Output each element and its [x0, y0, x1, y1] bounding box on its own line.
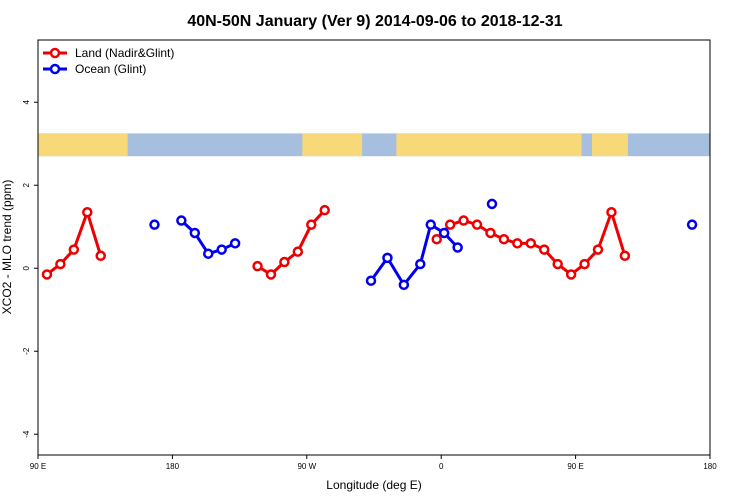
series-ocean-point: [486, 198, 498, 210]
x-tick-label: 90 W: [297, 462, 316, 471]
map-land-0: [38, 133, 128, 157]
x-tick-label: 90 E: [30, 462, 46, 471]
map-land-3: [592, 133, 628, 157]
y-axis: 4 2 0 -2 -4: [22, 99, 38, 438]
series-land-point: [95, 250, 106, 262]
legend: Land (Nadir&Glint) Ocean (Glint): [43, 46, 174, 76]
series-land-point: [82, 206, 93, 218]
series-land-point: [606, 206, 617, 218]
series-ocean-point: [189, 227, 201, 239]
y-tick-label: -4: [22, 430, 31, 438]
series-land-point: [485, 227, 496, 239]
series-land-point: [579, 258, 590, 270]
series-land-point: [265, 269, 277, 280]
x-tick-label: 180: [703, 462, 717, 471]
y-tick-label: 4: [22, 99, 31, 104]
series-ocean-point: [415, 258, 426, 270]
x-axis: 90 E 180 90 W 0 90 E 180: [30, 455, 717, 471]
series-land-line: [46, 210, 103, 276]
chart-title: 40N-50N January (Ver 9) 2014-09-06 to 20…: [187, 13, 562, 30]
series-land-point: [431, 233, 442, 245]
series-land-point: [552, 258, 563, 270]
x-axis-label: Longitude (deg E): [326, 478, 421, 492]
x-tick-label: 180: [166, 462, 180, 471]
series-ocean-point: [216, 244, 227, 255]
x-tick-label: 90 E: [567, 462, 583, 471]
series-layer: [41, 198, 698, 291]
series-land-point: [619, 250, 631, 262]
series-ocean-point: [452, 242, 463, 253]
plot-frame: [37, 39, 711, 456]
legend-land-marker: [49, 47, 61, 59]
series-land-point: [512, 238, 523, 249]
series-ocean-point: [229, 238, 241, 249]
series-land-point: [55, 258, 66, 270]
legend-land-label: Land (Nadir&Glint): [75, 46, 174, 60]
y-axis-label: XCO2 - MLO trend (ppm): [0, 180, 14, 315]
series-land: [41, 204, 631, 280]
series-ocean-point: [686, 219, 698, 230]
series-land-point: [471, 219, 483, 230]
series-ocean-point: [438, 227, 450, 239]
series-ocean: [149, 198, 698, 291]
series-land-point: [68, 244, 80, 255]
series-land-line: [256, 209, 326, 276]
series-land-point: [565, 269, 577, 280]
legend-ocean-label: Ocean (Glint): [75, 62, 146, 76]
series-land-point: [319, 204, 330, 216]
series-land-point: [252, 260, 263, 272]
series-ocean-point: [425, 219, 436, 230]
series-ocean-point: [365, 275, 377, 286]
world-map-band: [38, 133, 710, 157]
series-land-point: [444, 219, 456, 230]
series-land-point: [592, 244, 604, 255]
series-land-point: [525, 238, 537, 249]
y-tick-label: 2: [22, 182, 31, 187]
series-land-point: [498, 233, 510, 245]
series-ocean-point: [202, 248, 214, 259]
series-ocean-point: [382, 252, 393, 264]
map-land-1: [302, 133, 363, 157]
series-land-point: [538, 244, 550, 255]
series-ocean-point: [176, 215, 187, 226]
y-tick-label: -2: [22, 347, 31, 355]
series-land-point: [41, 269, 53, 280]
series-land-point: [279, 256, 290, 268]
series-land-point: [306, 219, 317, 230]
series-land-point: [458, 215, 469, 226]
series-ocean-point: [149, 219, 160, 230]
series-land-point: [292, 246, 304, 257]
series-ocean-point: [398, 279, 410, 291]
x-tick-label: 0: [439, 462, 444, 471]
y-tick-label: 0: [22, 265, 31, 270]
legend-ocean-marker: [49, 63, 61, 75]
map-land-2: [396, 133, 582, 157]
